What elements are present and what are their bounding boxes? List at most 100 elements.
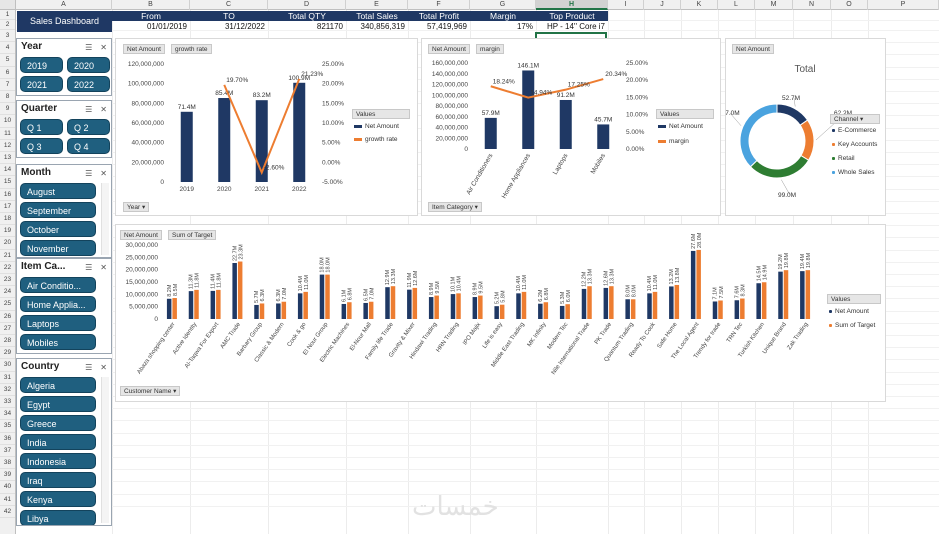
year-filter-button[interactable]: Year ▾ <box>123 202 150 212</box>
kpi-value[interactable]: 31/12/2022 <box>224 22 265 31</box>
row-header-11[interactable]: 11 <box>0 128 15 140</box>
row-header-25[interactable]: 25 <box>0 298 15 311</box>
slicer-item[interactable]: Iraq <box>20 472 96 488</box>
slicer-item[interactable]: Greece <box>20 415 96 431</box>
country-scrollbar[interactable] <box>101 377 109 523</box>
month-scrollbar[interactable] <box>101 183 109 255</box>
row-header-5[interactable]: 5 <box>0 54 15 67</box>
row-header-28[interactable]: 28 <box>0 335 15 348</box>
row-header-18[interactable]: 18 <box>0 213 15 226</box>
net-amount-field-button[interactable]: Net Amount <box>123 44 165 54</box>
margin-field-button[interactable]: margin <box>476 44 504 54</box>
column-header-n[interactable]: N <box>793 0 831 10</box>
row-header-3[interactable]: 3 <box>0 30 15 43</box>
slicer-item[interactable]: 2022 <box>67 76 110 92</box>
row-header-10[interactable]: 10 <box>0 115 15 128</box>
clear-filter-icon[interactable]: ✕ <box>100 363 107 372</box>
multi-select-icon[interactable]: ☰ <box>85 263 93 272</box>
row-header-33[interactable]: 33 <box>0 396 15 409</box>
row-header-26[interactable]: 26 <box>0 311 15 323</box>
kpi-value[interactable]: 57,419,969 <box>426 22 467 31</box>
column-header-p[interactable]: P <box>868 0 939 10</box>
row-header-32[interactable]: 32 <box>0 384 15 396</box>
clear-filter-icon[interactable]: ✕ <box>100 43 107 52</box>
column-header-h[interactable]: H <box>536 0 608 10</box>
column-header-e[interactable]: E <box>346 0 408 10</box>
column-header-b[interactable]: B <box>112 0 190 10</box>
row-header-36[interactable]: 36 <box>0 433 15 445</box>
slicer-item[interactable]: Libya <box>20 510 96 525</box>
kpi-value[interactable]: HP - 14'' Core i7 <box>546 22 605 31</box>
row-header-20[interactable]: 20 <box>0 237 15 250</box>
row-header-4[interactable]: 4 <box>0 42 15 55</box>
net-amount-field-button[interactable]: Net Amount <box>120 230 162 240</box>
column-header-c[interactable]: C <box>190 0 268 10</box>
row-header-13[interactable]: 13 <box>0 152 15 165</box>
column-header-o[interactable]: O <box>831 0 868 10</box>
multi-select-icon[interactable]: ☰ <box>85 363 93 372</box>
clear-filter-icon[interactable]: ✕ <box>100 263 107 272</box>
column-header-g[interactable]: G <box>470 0 536 10</box>
legend-title[interactable]: Channel ▾ <box>830 114 880 124</box>
row-header-41[interactable]: 41 <box>0 494 15 506</box>
row-header-24[interactable]: 24 <box>0 286 15 299</box>
slicer-item[interactable]: October <box>20 221 96 237</box>
row-header-22[interactable]: 22 <box>0 262 15 274</box>
row-header-37[interactable]: 37 <box>0 445 15 457</box>
row-header-1[interactable]: 1 <box>0 10 15 20</box>
kpi-value[interactable]: 01/01/2019 <box>146 22 187 31</box>
slicer-item[interactable]: 2020 <box>67 57 110 73</box>
row-header-35[interactable]: 35 <box>0 420 15 433</box>
row-header-38[interactable]: 38 <box>0 457 15 470</box>
kpi-value[interactable]: 17% <box>516 22 533 31</box>
row-header-27[interactable]: 27 <box>0 323 15 335</box>
row-header-31[interactable]: 31 <box>0 372 15 384</box>
slicer-item[interactable]: Kenya <box>20 491 96 507</box>
select-all-corner[interactable] <box>0 0 16 10</box>
slicer-item[interactable]: Indonesia <box>20 453 96 469</box>
slicer-item[interactable]: Algeria <box>20 377 96 393</box>
multi-select-icon[interactable]: ☰ <box>85 169 93 178</box>
slicer-item[interactable]: Q 3 <box>20 138 63 154</box>
column-header-d[interactable]: D <box>268 0 346 10</box>
column-header-k[interactable]: K <box>681 0 718 10</box>
slicer-item[interactable]: Q 1 <box>20 119 63 135</box>
slicer-item[interactable]: 2021 <box>20 76 63 92</box>
row-header-19[interactable]: 19 <box>0 225 15 238</box>
row-header-23[interactable]: 23 <box>0 274 15 287</box>
column-header-f[interactable]: F <box>408 0 470 10</box>
row-header-30[interactable]: 30 <box>0 359 15 372</box>
slicer-item[interactable]: Laptops <box>20 315 96 331</box>
row-header-9[interactable]: 9 <box>0 103 15 116</box>
row-header-7[interactable]: 7 <box>0 79 15 91</box>
growth-rate-field-button[interactable]: growth rate <box>171 44 212 54</box>
slicer-item[interactable]: Egypt <box>20 396 96 412</box>
column-header-l[interactable]: L <box>718 0 755 10</box>
slicer-item[interactable]: August <box>20 183 96 199</box>
column-header-a[interactable]: A <box>16 0 112 10</box>
slicer-item[interactable]: Q 4 <box>67 138 110 154</box>
slicer-item[interactable]: 2019 <box>20 57 63 73</box>
column-header-m[interactable]: M <box>755 0 793 10</box>
column-header-i[interactable]: I <box>608 0 644 10</box>
row-header-12[interactable]: 12 <box>0 140 15 152</box>
kpi-value[interactable]: 821170 <box>316 22 343 31</box>
net-amount-field-button[interactable]: Net Amount <box>732 44 774 54</box>
slicer-item[interactable]: Air Conditio... <box>20 277 96 293</box>
multi-select-icon[interactable]: ☰ <box>85 43 93 52</box>
row-header-42[interactable]: 42 <box>0 506 15 518</box>
row-header-29[interactable]: 29 <box>0 347 15 360</box>
slicer-item[interactable]: Q 2 <box>67 119 110 135</box>
slicer-item[interactable]: September <box>20 202 96 218</box>
row-header-16[interactable]: 16 <box>0 189 15 201</box>
row-header-40[interactable]: 40 <box>0 481 15 494</box>
slicer-item[interactable]: Home Applia... <box>20 296 96 312</box>
row-header-21[interactable]: 21 <box>0 250 15 262</box>
kpi-value[interactable]: 340,856,319 <box>360 22 406 31</box>
item-category-filter-button[interactable]: Item Category ▾ <box>428 202 482 212</box>
row-header-39[interactable]: 39 <box>0 469 15 482</box>
multi-select-icon[interactable]: ☰ <box>85 105 93 114</box>
row-header-34[interactable]: 34 <box>0 408 15 421</box>
row-header-15[interactable]: 15 <box>0 176 15 189</box>
clear-filter-icon[interactable]: ✕ <box>100 169 107 178</box>
